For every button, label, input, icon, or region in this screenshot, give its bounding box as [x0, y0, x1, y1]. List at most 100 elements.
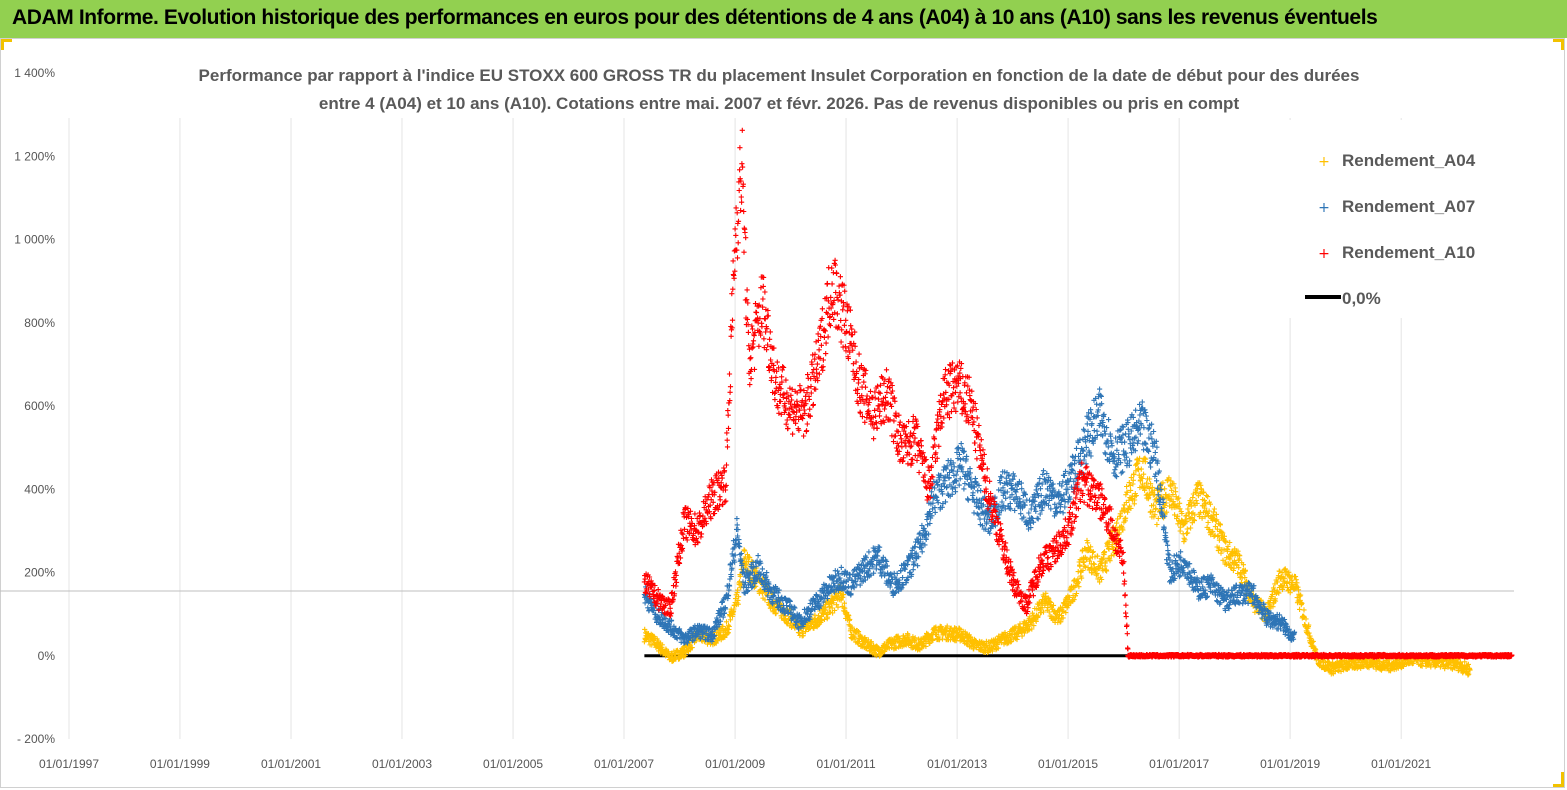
data-point — [1106, 539, 1112, 545]
data-point — [790, 431, 796, 437]
data-point — [957, 626, 963, 632]
data-point — [1108, 553, 1114, 559]
data-point — [801, 433, 807, 439]
data-point — [1104, 568, 1110, 574]
data-point — [738, 194, 744, 200]
data-point — [847, 616, 853, 622]
data-point — [971, 510, 977, 516]
x-tick-label: 01/01/2005 — [483, 757, 543, 771]
data-point — [756, 343, 762, 349]
data-point — [720, 623, 726, 630]
data-point — [731, 275, 737, 281]
data-point — [1218, 550, 1224, 556]
data-point — [1095, 553, 1101, 559]
data-point — [923, 643, 929, 649]
data-point — [807, 406, 813, 412]
data-point — [932, 509, 938, 515]
data-point — [1002, 630, 1008, 636]
data-point — [944, 623, 950, 629]
data-point — [835, 604, 841, 610]
data-point — [724, 437, 730, 443]
y-tick-labels: - 200%0%200%400%600%800%1 000%1 200%1 40… — [14, 66, 55, 746]
series-rendement-a04 — [641, 455, 1473, 678]
data-point — [1301, 607, 1307, 613]
y-tick-label: 1 400% — [14, 66, 55, 80]
data-point — [1109, 443, 1115, 449]
x-tick-label: 01/01/2001 — [261, 757, 321, 771]
data-point — [1084, 556, 1090, 562]
data-point — [897, 636, 903, 642]
data-point — [820, 611, 827, 617]
x-tick-label: 01/01/2003 — [372, 757, 432, 771]
data-point — [995, 645, 1001, 651]
data-point — [765, 313, 771, 319]
data-point — [761, 336, 767, 342]
data-point — [1090, 549, 1096, 556]
data-point — [1079, 575, 1085, 581]
data-point — [846, 613, 852, 619]
data-point — [747, 356, 753, 362]
data-point — [1085, 540, 1091, 546]
x-tick-label: 01/01/2019 — [1260, 757, 1320, 771]
data-point — [723, 462, 730, 468]
data-point — [749, 345, 755, 351]
data-point — [958, 441, 964, 447]
data-point — [1061, 472, 1068, 479]
data-point — [1121, 505, 1127, 511]
data-point — [1073, 590, 1080, 597]
data-point — [736, 187, 742, 194]
data-point — [1091, 428, 1097, 434]
data-point — [1084, 537, 1090, 544]
y-tick-label: 1 000% — [14, 233, 55, 247]
data-point — [1008, 638, 1014, 645]
data-point — [965, 496, 971, 502]
data-point — [1107, 558, 1113, 564]
data-point — [784, 417, 790, 423]
data-point — [989, 648, 995, 654]
data-point — [1138, 466, 1144, 472]
data-point — [745, 300, 751, 306]
data-point — [766, 367, 772, 374]
data-point — [1065, 603, 1072, 609]
data-point — [1062, 504, 1068, 510]
data-point — [1090, 549, 1096, 555]
data-point — [733, 205, 739, 211]
data-point — [767, 336, 773, 342]
data-point — [919, 549, 925, 555]
data-point — [981, 640, 987, 646]
data-point — [659, 642, 665, 648]
data-point — [804, 428, 810, 434]
data-point — [776, 410, 782, 416]
corner-accent-top-left — [0, 38, 12, 42]
data-point — [1185, 530, 1191, 536]
data-point — [1076, 584, 1082, 590]
data-point — [735, 587, 741, 593]
data-point — [752, 568, 758, 574]
data-point — [739, 127, 745, 133]
data-point — [868, 639, 874, 645]
data-point — [1099, 576, 1105, 583]
x-tick-labels: 01/01/1997 01/01/1999 01/01/2001 01/01/2003… — [39, 757, 1432, 771]
data-point — [1066, 594, 1073, 600]
data-point — [737, 573, 743, 579]
data-point — [1033, 618, 1039, 624]
x-tick-label: 01/01/1997 — [39, 757, 99, 771]
x-tick-label: 01/01/2013 — [927, 757, 987, 771]
data-point — [672, 651, 679, 658]
data-point — [1096, 565, 1102, 571]
data-point — [1091, 561, 1097, 567]
data-point — [717, 497, 723, 503]
data-point — [729, 291, 735, 297]
data-point — [1112, 467, 1118, 473]
data-point — [1120, 527, 1126, 533]
data-point — [1091, 561, 1097, 567]
data-point — [753, 310, 760, 316]
data-point — [1100, 555, 1106, 561]
data-point — [1019, 633, 1025, 639]
data-point — [891, 642, 897, 648]
data-point — [971, 484, 977, 490]
data-point — [1092, 554, 1098, 560]
y-tick-label: 600% — [24, 399, 55, 413]
data-point — [912, 635, 918, 641]
data-point — [1292, 574, 1299, 580]
